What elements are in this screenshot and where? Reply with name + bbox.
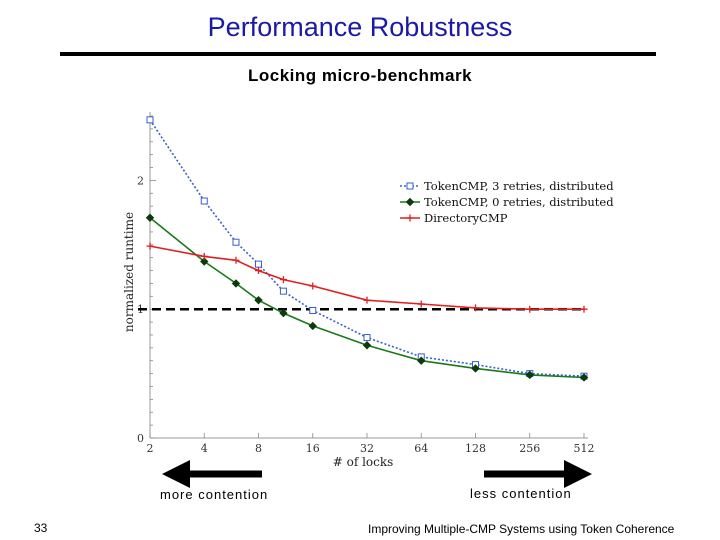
x-tick-label: 2 (147, 442, 154, 455)
data-point-diamond (231, 279, 241, 288)
data-point-plus (406, 214, 414, 222)
data-point-square (200, 197, 208, 205)
y-tick-label: 2 (137, 174, 144, 187)
page-number: 33 (34, 521, 48, 535)
data-point-square (406, 182, 414, 190)
x-tick-label: 128 (465, 442, 486, 455)
data-point-diamond (579, 373, 589, 382)
data-point-plus (417, 300, 425, 308)
series-3 (146, 242, 588, 313)
data-point-diamond (417, 356, 426, 365)
data-point-plus (200, 252, 208, 260)
data-point-plus (472, 304, 479, 312)
data-point-plus (279, 276, 287, 284)
data-point-diamond (279, 308, 288, 318)
data-point-plus (580, 305, 588, 313)
data-point-diamond (145, 213, 155, 222)
legend-label: DirectoryCMP (424, 211, 508, 225)
x-tick-label: 16 (306, 442, 320, 455)
x-tick-label: 64 (414, 442, 428, 455)
data-point-plus (363, 296, 371, 304)
data-point-plus (232, 256, 240, 264)
data-point-diamond (405, 197, 415, 207)
legend-label: TokenCMP, 0 retries, distributed (424, 195, 614, 209)
data-point-diamond (308, 321, 317, 331)
data-point-square (232, 238, 240, 246)
y-axis-label: normalized runtime (122, 212, 136, 332)
legend-entry: DirectoryCMP (400, 211, 508, 225)
data-point-diamond (471, 364, 480, 373)
legend-label: TokenCMP, 3 retries, distributed (424, 179, 614, 193)
data-point-square (279, 287, 287, 295)
series-1 (146, 116, 588, 380)
x-tick-label: 512 (574, 442, 595, 455)
footer-text: Improving Multiple-CMP Systems using Tok… (368, 522, 675, 536)
x-tick-label: 256 (519, 442, 540, 455)
x-tick-label: 8 (255, 442, 262, 455)
x-tick-label: 4 (201, 442, 208, 455)
chart-title: Locking micro-benchmark (247, 66, 473, 85)
slide-title: Performance Robustness (207, 12, 513, 42)
series-2 (145, 213, 589, 382)
y-tick-label: 0 (137, 432, 144, 445)
data-point-diamond (525, 370, 534, 380)
legend-entry: TokenCMP, 3 retries, distributed (400, 179, 614, 193)
data-point-square (363, 334, 371, 342)
data-point-square (309, 306, 317, 314)
data-point-plus (146, 242, 154, 250)
title-divider (60, 52, 656, 56)
data-point-diamond (362, 341, 372, 350)
data-point-square (255, 260, 262, 268)
data-point-diamond (254, 295, 263, 305)
data-point-square (146, 116, 154, 124)
data-point-plus (255, 267, 262, 275)
legend-entry: TokenCMP, 0 retries, distributed (400, 195, 614, 209)
less-contention-label: less contention (470, 486, 572, 501)
more-contention-label: more contention (160, 487, 269, 502)
x-tick-label: 32 (360, 442, 374, 455)
data-point-plus (526, 305, 534, 313)
x-axis-label: # of locks (333, 455, 394, 469)
data-point-diamond (200, 257, 209, 266)
data-point-plus (309, 282, 317, 290)
